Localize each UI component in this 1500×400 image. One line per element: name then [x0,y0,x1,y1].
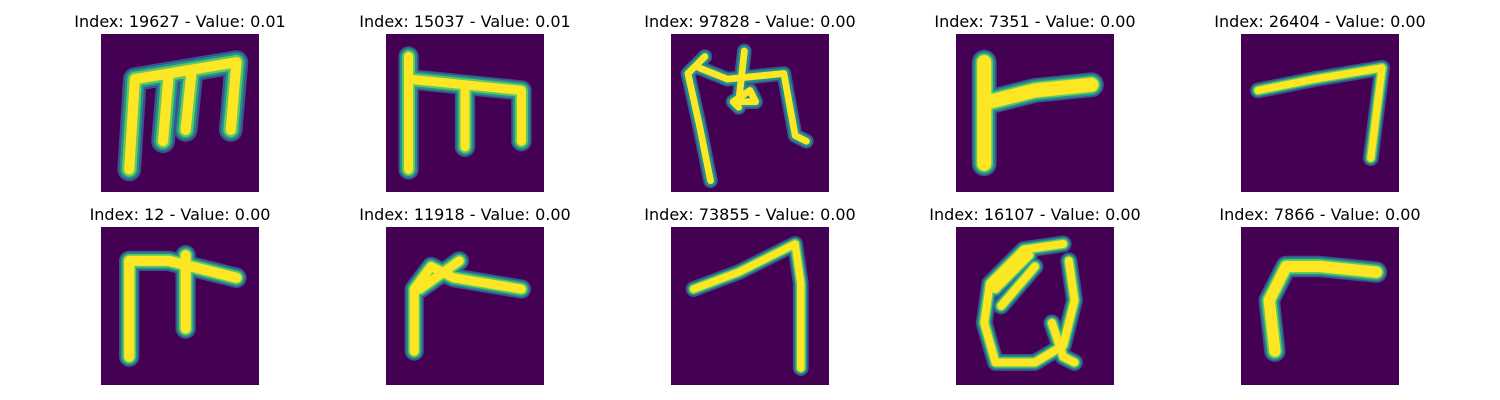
panel-2: Index: 15037 - Value: 0.01 [345,12,585,202]
panel-8: Index: 73855 - Value: 0.00 [630,205,870,395]
handwritten-glyph-image [671,227,829,385]
handwritten-glyph-image [956,227,1114,385]
handwritten-glyph-image [1241,34,1399,192]
handwritten-glyph-image [101,227,259,385]
panel-10: Index: 7866 - Value: 0.00 [1200,205,1440,395]
panel-4: Index: 7351 - Value: 0.00 [915,12,1155,202]
handwritten-glyph-image [386,227,544,385]
panel-title: Index: 7351 - Value: 0.00 [934,12,1136,31]
panel-6: Index: 12 - Value: 0.00 [60,205,300,395]
panel-9: Index: 16107 - Value: 0.00 [915,205,1155,395]
handwritten-glyph-image [1241,227,1399,385]
panel-title: Index: 16107 - Value: 0.00 [929,205,1141,224]
handwritten-glyph-image [956,34,1114,192]
panel-title: Index: 15037 - Value: 0.01 [359,12,571,31]
handwritten-glyph-image [671,34,829,192]
panel-3: Index: 97828 - Value: 0.00 [630,12,870,202]
panel-title: Index: 97828 - Value: 0.00 [644,12,856,31]
panel-title: Index: 12 - Value: 0.00 [89,205,271,224]
panel-title: Index: 19627 - Value: 0.01 [74,12,286,31]
panel-title: Index: 7866 - Value: 0.00 [1219,205,1421,224]
handwritten-glyph-image [101,34,259,192]
panel-1: Index: 19627 - Value: 0.01 [60,12,300,202]
panel-title: Index: 11918 - Value: 0.00 [359,205,571,224]
panel-title: Index: 26404 - Value: 0.00 [1214,12,1426,31]
panel-title: Index: 73855 - Value: 0.00 [644,205,856,224]
panel-5: Index: 26404 - Value: 0.00 [1200,12,1440,202]
handwritten-glyph-image [386,34,544,192]
panel-7: Index: 11918 - Value: 0.00 [345,205,585,395]
